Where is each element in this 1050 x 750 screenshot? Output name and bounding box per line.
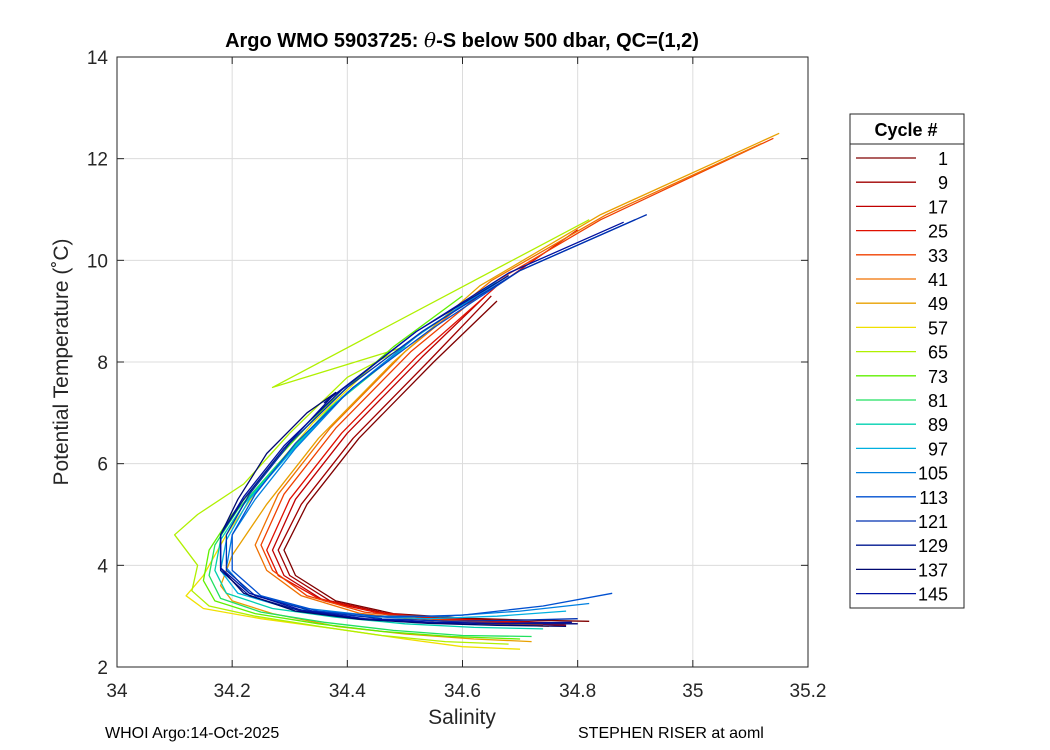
title-prefix: Argo WMO 5903725:	[225, 30, 424, 52]
legend-label: 129	[918, 536, 948, 556]
y-tick-label: 10	[87, 251, 108, 272]
legend-label: 121	[918, 512, 948, 532]
chart-title: Argo WMO 5903725: θ-S below 500 dbar, QC…	[225, 28, 699, 52]
title-theta: θ	[424, 28, 436, 52]
legend-box	[849, 113, 965, 609]
series-line-cycle-1	[283, 300, 590, 622]
legend-label: 65	[928, 343, 948, 363]
legend-label: 97	[928, 439, 948, 459]
legend-label: 1	[938, 149, 948, 169]
x-axis-label: Salinity	[428, 706, 496, 729]
series-line-cycle-121	[225, 214, 648, 622]
grid-lines	[117, 57, 808, 667]
y-tick-label: 2	[97, 658, 108, 679]
series-line-cycle-137	[219, 391, 567, 627]
legend-label: 145	[918, 585, 948, 605]
legend: Cycle # 1 9 17 25 33 41 49 57 65 73 81 89 97 105 113 12…	[849, 113, 965, 609]
legend-title: Cycle #	[874, 120, 937, 140]
series-line-cycle-145	[219, 221, 624, 624]
title-suffix: -S below 500 dbar, QC=(1,2)	[436, 30, 699, 52]
legend-label: 49	[928, 294, 948, 314]
legend-label: 57	[928, 318, 948, 338]
x-tick-label: 35	[682, 681, 703, 702]
x-tick-label: 34.2	[214, 681, 251, 702]
y-tick-label: 12	[87, 150, 108, 171]
series-line-cycle-113	[231, 219, 636, 618]
series-line-cycle-73	[202, 295, 521, 640]
x-tick-label: 35.2	[790, 681, 827, 702]
y-tick-label: 14	[87, 48, 109, 69]
footer-right: STEPHEN RISER at aoml	[578, 725, 764, 742]
legend-label: 81	[928, 391, 948, 411]
x-tick-label: 34	[106, 681, 128, 702]
x-tick-label: 34.8	[559, 681, 596, 702]
legend-label: 25	[928, 222, 948, 242]
y-tick-label: 8	[97, 353, 108, 374]
legend-label: 137	[918, 560, 948, 580]
legend-label: 41	[928, 270, 948, 290]
legend-label: 33	[928, 246, 948, 266]
y-tick-label: 4	[97, 556, 108, 577]
legend-label: 17	[928, 197, 948, 217]
legend-label: 89	[928, 415, 948, 435]
x-axis-ticks: 34 34.2 34.4 34.6 34.8 35 35.2	[106, 57, 826, 702]
x-tick-label: 34.6	[444, 681, 481, 702]
legend-label: 9	[938, 173, 948, 193]
legend-label: 105	[918, 464, 948, 484]
x-tick-label: 34.4	[329, 681, 366, 702]
series-line-cycle-89	[214, 346, 544, 630]
series-group	[173, 132, 780, 650]
legend-entries: 1 9 17 25 33 41 49 57 65 73 81 89 97 105 113 121 129 137 1…	[856, 149, 948, 605]
y-axis-label: Potential Temperature (˚C)	[50, 238, 73, 485]
footer-left: WHOI Argo:14-Oct-2025	[105, 725, 280, 742]
legend-label: 113	[919, 488, 948, 508]
legend-label: 73	[928, 367, 948, 387]
y-axis-ticks: 2 4 6 8 10 12 14	[87, 48, 808, 679]
y-tick-label: 6	[97, 455, 108, 476]
